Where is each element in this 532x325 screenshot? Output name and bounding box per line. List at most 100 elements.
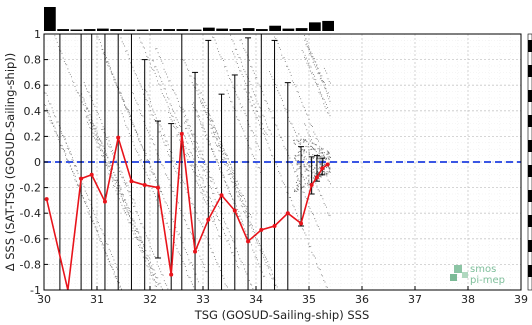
scatter-point [222,60,224,61]
scatter-point [279,172,281,174]
scatter-point [126,50,128,52]
scatter-point [290,162,292,164]
scatter-point [102,152,104,154]
scatter-point [294,209,296,211]
scatter-point [112,268,114,270]
scatter-point [180,254,181,256]
scatter-point [173,125,174,127]
scatter-point [198,250,200,252]
scatter-point [238,57,240,58]
scatter-point [236,191,238,193]
scatter-point [138,109,140,111]
scatter-point [108,248,110,250]
scatter-point [222,176,224,178]
scatter-point [175,226,177,228]
scatter-point [296,139,298,141]
scatter-point [297,155,299,157]
scatter-point [282,139,284,141]
scatter-point [108,140,110,142]
scatter-point [244,113,246,115]
scatter-point [218,162,220,164]
scatter-point [282,57,284,59]
scatter-point [138,80,140,82]
scatter-point [211,127,213,129]
scatter-point [228,169,230,170]
scatter-point [309,48,311,50]
scatter-point [134,202,136,204]
scatter-point [323,99,325,100]
y-tick-label: 0.4 [24,105,42,118]
scatter-point [73,162,75,163]
scatter-point [109,68,111,70]
scatter-point [242,224,244,226]
scatter-point [190,262,192,264]
scatter-point [217,191,219,193]
scatter-point [113,185,115,187]
scatter-point [212,179,214,181]
scatter-point [329,167,331,169]
scatter-point [120,188,122,190]
scatter-point [294,191,296,193]
scatter-point [252,105,253,107]
scatter-point [116,86,118,88]
scatter-point [69,73,71,75]
scatter-point [139,37,141,39]
scatter-points [44,34,331,291]
scatter-point [176,126,177,128]
scatter-point [65,142,67,144]
scatter-point [68,147,70,149]
scatter-point [297,179,299,181]
scatter-point [83,185,85,187]
scatter-point [120,201,122,203]
scatter-point [262,90,264,92]
scatter-point [317,266,319,268]
scatter-point [268,265,270,267]
scatter-point [184,183,186,185]
scatter-point [238,196,240,198]
scatter-point [209,115,211,117]
scatter-point [215,42,217,44]
mean-point [285,211,290,216]
scatter-point [112,178,114,180]
scatter-point [171,120,173,122]
scatter-point [126,109,128,111]
scatter-point [312,125,314,127]
scatter-point [128,191,130,193]
scatter-point [307,146,309,148]
scatter-point [183,247,185,249]
scatter-point [147,260,149,262]
scatter-point [146,265,148,267]
scatter-point [323,168,325,170]
scatter-point [169,155,171,157]
scatter-point [203,186,205,188]
scatter-point [282,100,283,102]
scatter-point [113,152,115,154]
scatter-point [305,168,307,170]
scatter-point [55,116,57,118]
scatter-point [229,167,231,169]
scatter-point [156,122,158,124]
scatter-point [293,140,295,142]
scatter-point [294,157,296,159]
scatter-point [150,261,151,263]
scatter-point [49,103,51,105]
scatter-point [83,201,85,203]
scatter-point [74,86,76,88]
scatter-point [298,183,300,184]
scatter-point [68,162,70,164]
scatter-point [85,107,87,109]
scatter-point [128,222,130,224]
logo-mark [462,272,468,278]
scatter-point [193,167,195,169]
scatter-point [283,105,285,107]
scatter-point [184,266,186,267]
scatter-point [101,149,103,151]
scatter-point [225,223,227,225]
scatter-point [157,265,159,267]
scatter-point [185,114,187,116]
scatter-point [171,108,173,110]
scatter-point [202,104,204,106]
scatter-point [115,190,117,192]
scatter-point [111,73,113,75]
scatter-point [176,231,178,233]
